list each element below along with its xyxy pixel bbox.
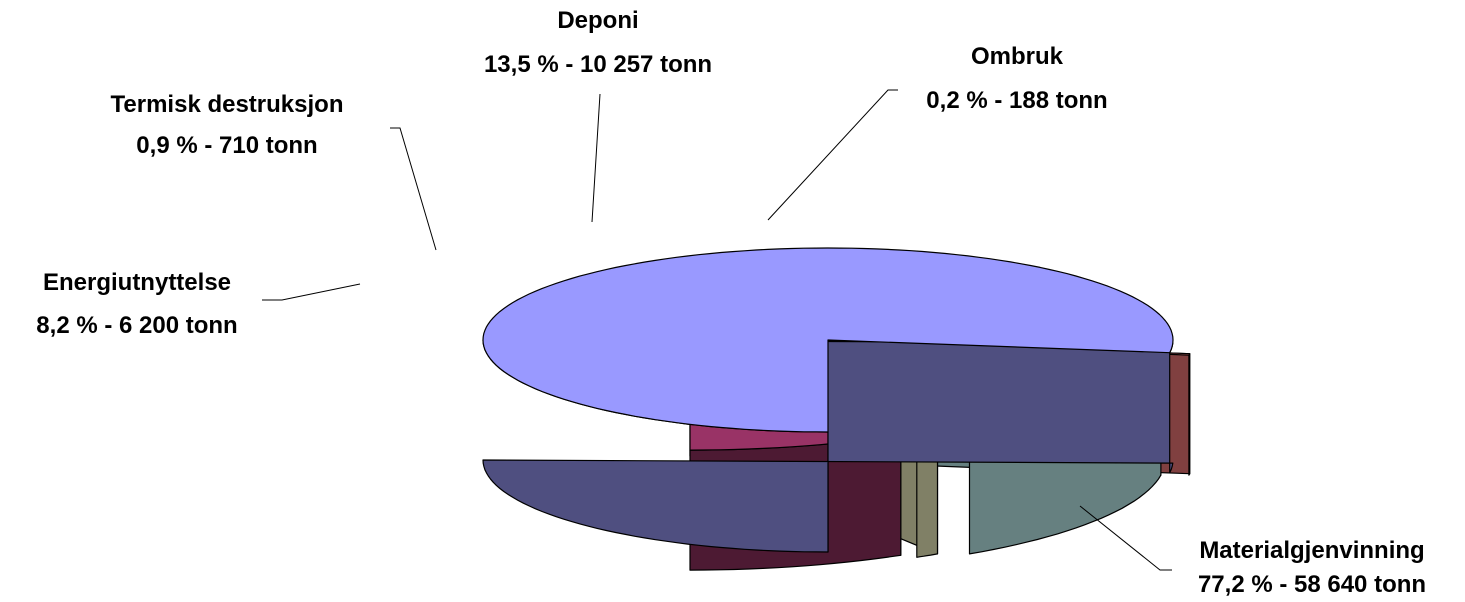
leader-lines [262,89,1172,571]
label-value-deponi: 13,5 % - 10 257 tonn [484,51,712,78]
label-value-materialgjenvinning: 77,2 % - 58 640 tonn [1198,571,1426,598]
leader-line-energiutnyttelse [262,283,361,301]
pie-slice-materialgjenvinning [482,247,1174,433]
slices-layer [482,247,1191,571]
label-name-ombruk: Ombruk [971,43,1064,70]
leader-line-materialgjenvinning [1079,505,1172,571]
label-value-energiutnyttelse: 8,2 % - 6 200 tonn [36,312,237,339]
label-name-materialgjenvinning: Materialgjenvinning [1199,537,1424,564]
label-value-ombruk: 0,2 % - 188 tonn [926,87,1107,114]
label-name-energiutnyttelse: Energiutnyttelse [43,269,231,296]
leader-line-deponi [591,93,601,223]
leader-line-ombruk [767,89,898,221]
leader-line-termisk-destruksjon [390,127,437,251]
label-name-deponi: Deponi [557,7,638,34]
label-value-termisk-destruksjon: 0,9 % - 710 tonn [136,132,317,159]
pie-slice-wall-ombruk [1188,353,1191,476]
data-labels: Materialgjenvinning 77,2 % - 58 640 tonn… [36,7,1426,598]
label-name-termisk-destruksjon: Termisk destruksjon [111,91,344,118]
